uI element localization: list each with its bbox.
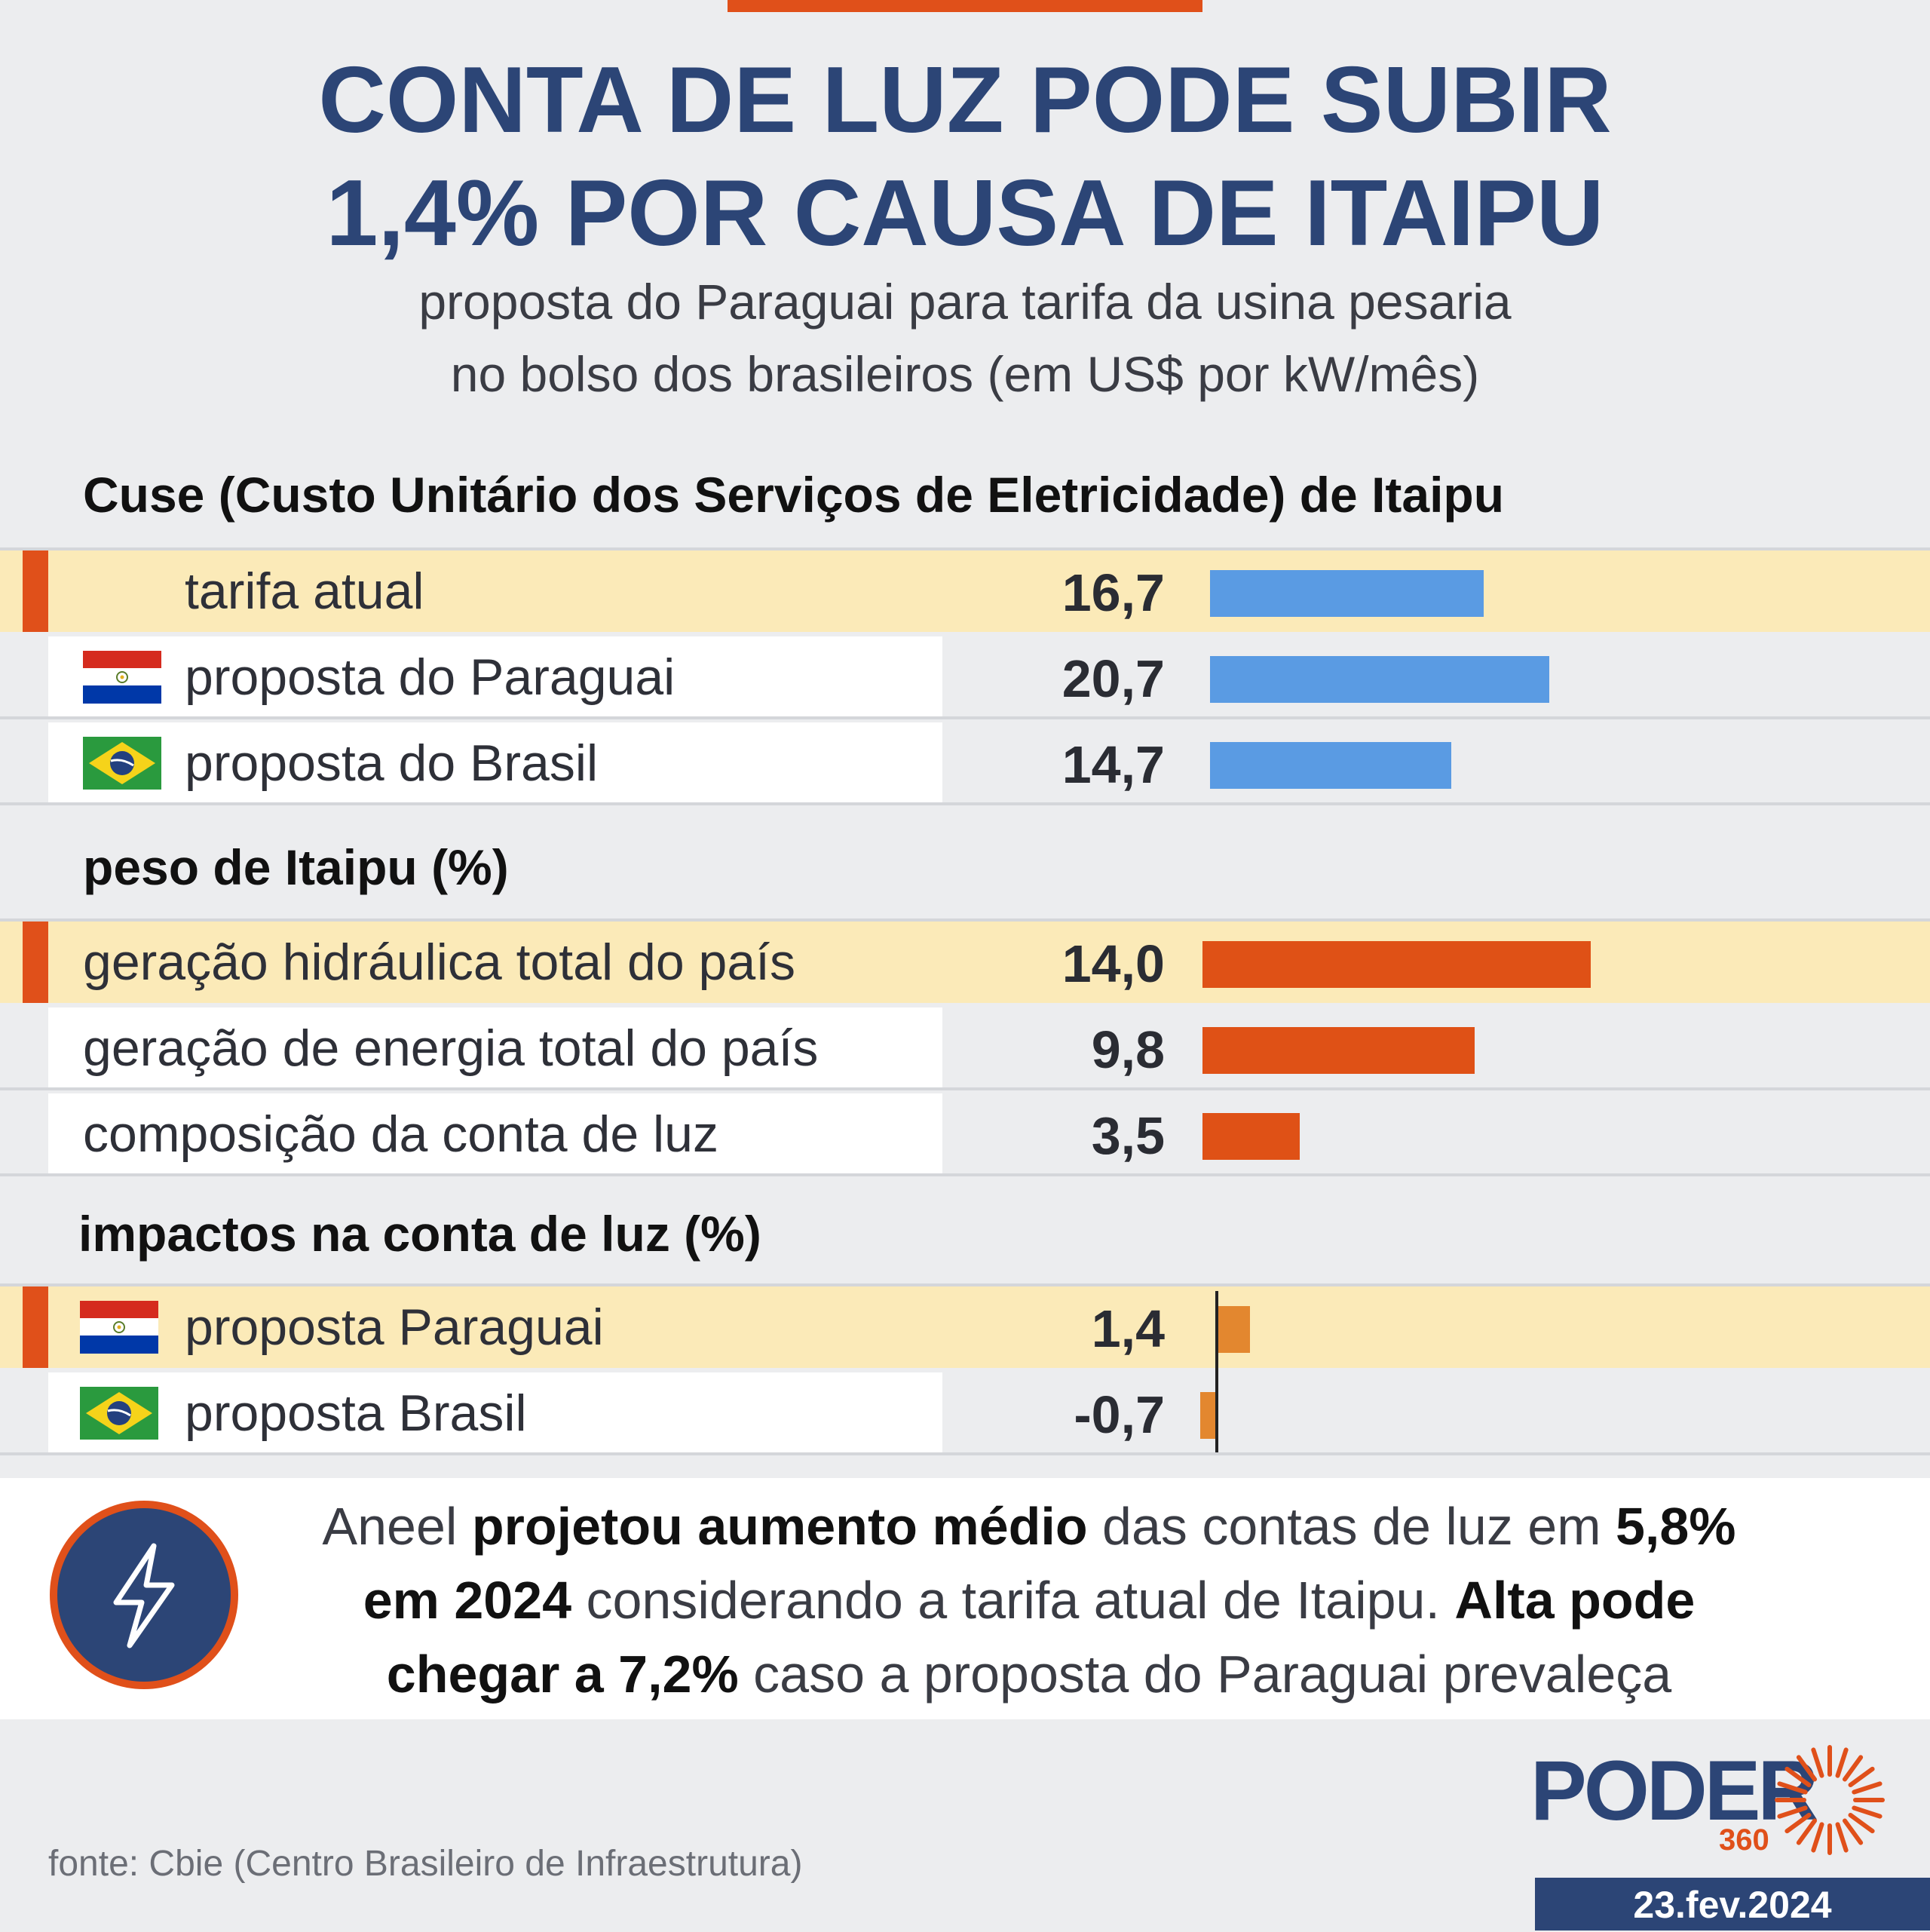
subtitle-line-1: proposta do Paraguai para tarifa da usin… xyxy=(418,274,1512,330)
chart-row: geração de energia total do país 9,8 xyxy=(0,1007,1930,1090)
bar-label: proposta Paraguai xyxy=(185,1299,604,1356)
bar-label: proposta do Brasil xyxy=(185,734,599,792)
bar xyxy=(1210,742,1451,789)
chart-row: proposta Paraguai 1,4 xyxy=(0,1283,1930,1368)
chart-row: geração hidráulica total do país 14,0 xyxy=(0,918,1930,1003)
brand-name: PODER xyxy=(1530,1743,1818,1838)
chart-row: proposta do Paraguai 20,7 xyxy=(0,636,1930,719)
bar-label: tarifa atual xyxy=(185,563,424,620)
date-badge: 23.fev.2024 xyxy=(1535,1878,1930,1930)
bar xyxy=(1210,570,1484,617)
brazil-flag-icon xyxy=(83,737,161,790)
bar-value-label: 1,4 xyxy=(1091,1299,1165,1358)
bar-value-label: 14,0 xyxy=(1062,934,1165,993)
bar-value-label: 16,7 xyxy=(1062,563,1165,622)
section-title-impactos: impactos na conta de luz (%) xyxy=(78,1206,761,1262)
section-title-cuse: Cuse (Custo Unitário dos Serviços de Ele… xyxy=(83,467,1505,523)
bar-label: proposta do Paraguai xyxy=(185,649,676,706)
top-accent-bar xyxy=(728,0,1202,12)
bar xyxy=(1200,1392,1217,1439)
brand-sub: 360 xyxy=(1719,1823,1769,1857)
bar-value-label: 3,5 xyxy=(1091,1106,1165,1165)
bar xyxy=(1202,1027,1475,1074)
highlight-marker xyxy=(23,550,48,632)
sun-rays-icon xyxy=(1775,1745,1885,1855)
section-title-peso: peso de Itaipu (%) xyxy=(83,839,509,895)
chart-row: tarifa atual 16,7 xyxy=(0,547,1930,632)
page-title: CONTA DE LUZ PODE SUBIR 1,4% POR CAUSA D… xyxy=(0,44,1930,270)
subtitle-line-2: no bolso dos brasileiros (em US$ por kW/… xyxy=(450,346,1480,402)
bar-value-label: 14,7 xyxy=(1062,735,1165,794)
chart-row: proposta do Brasil 14,7 xyxy=(0,722,1930,805)
zero-axis-line xyxy=(1215,1291,1218,1452)
title-line-1: CONTA DE LUZ PODE SUBIR xyxy=(318,48,1612,152)
bar xyxy=(1202,1113,1300,1160)
paraguay-flag-icon xyxy=(83,651,161,704)
bar-value-label: 20,7 xyxy=(1062,649,1165,708)
chart-row: proposta Brasil -0,7 xyxy=(0,1372,1930,1455)
footer-note-box xyxy=(0,1478,1930,1719)
bar-label: geração de energia total do país xyxy=(83,1020,819,1077)
paraguay-flag-icon xyxy=(80,1301,158,1354)
footer-note: Aneel projetou aumento médio das contas … xyxy=(322,1497,1736,1704)
bar xyxy=(1210,656,1549,703)
brazil-flag-icon xyxy=(80,1387,158,1440)
page-subtitle: proposta do Paraguai para tarifa da usin… xyxy=(0,265,1930,410)
bar xyxy=(1202,941,1591,988)
bar-label: geração hidráulica total do país xyxy=(83,934,796,991)
bar-label: proposta Brasil xyxy=(185,1385,527,1442)
bar-value-label: 9,8 xyxy=(1091,1020,1165,1079)
lightning-icon xyxy=(50,1501,238,1689)
chart-row: composição da conta de luz 3,5 xyxy=(0,1093,1930,1176)
title-line-2: 1,4% POR CAUSA DE ITAIPU xyxy=(326,161,1604,265)
source-note: fonte: Cbie (Centro Brasileiro de Infrae… xyxy=(48,1844,803,1884)
bar-value-label: -0,7 xyxy=(1074,1385,1165,1444)
bar xyxy=(1217,1306,1250,1353)
bar-label: composição da conta de luz xyxy=(83,1106,718,1163)
